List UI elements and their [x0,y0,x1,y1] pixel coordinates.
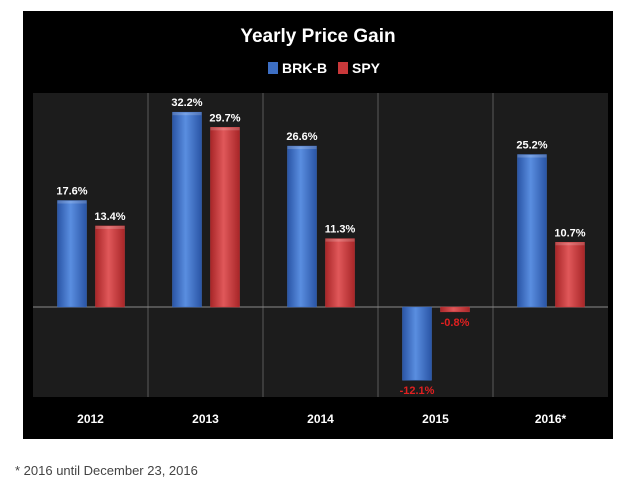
value-label-spy-2015: -0.8% [441,317,470,329]
value-label-spy-2012: 13.4% [94,211,125,223]
x-tick-label-2015: 2015 [422,412,449,426]
bar-brk-b-2015 [402,306,432,381]
category-dividers [147,93,494,397]
value-label-spy-2016*: 10.7% [554,227,585,239]
bar-brk-b-2014 [287,145,317,308]
bar-spy-2012 [95,225,125,308]
x-tick-label-2013: 2013 [192,412,219,426]
x-tick-label-2012: 2012 [77,412,104,426]
bar-cap [555,242,585,246]
bar-spy-2013 [210,127,240,308]
bar-spy-2015 [440,306,470,313]
bar-cap [325,238,355,242]
footnote: * 2016 until December 23, 2016 [15,463,198,478]
value-label-brk-b-2014: 26.6% [286,131,317,143]
bar-cap [517,154,547,158]
legend-swatch-spy [338,62,348,74]
plot-area [33,93,608,397]
value-labels: 17.6% 13.4% 32.2% 29.7% 26.6% 11.3% -12.1% -0.8… [56,97,585,397]
bar-brk-b-2012 [57,200,87,308]
legend-label-brk-b: BRK-B [282,60,327,76]
x-tick-label-2014: 2014 [307,412,334,426]
value-label-brk-b-2016*: 25.2% [516,140,547,152]
x-tick-label-2016*: 2016* [535,412,567,426]
bar-cap [210,127,240,131]
value-label-brk-b-2013: 32.2% [171,97,202,109]
bar-spy-2014 [325,238,355,308]
legend: BRK-B SPY [268,60,381,76]
bar-cap [172,112,202,116]
legend-label-spy: SPY [352,60,381,76]
chart-svg: Yearly Price Gain BRK-B SPY 17.6% 13.4% 32.… [33,26,608,426]
value-label-spy-2014: 11.3% [325,224,356,236]
legend-swatch-brk-b [268,62,278,74]
value-label-brk-b-2015: -12.1% [400,385,435,397]
x-axis-tick-labels: 2012 2013 2014 2015 2016* [77,412,566,426]
bar-cap [287,146,317,150]
chart-title: Yearly Price Gain [240,26,395,47]
bar-cap [95,225,125,229]
bar-brk-b-2013 [172,111,202,308]
bar-brk-b-2016* [517,154,547,308]
value-label-brk-b-2012: 17.6% [56,186,87,198]
chart-frame: Yearly Price Gain BRK-B SPY 17.6% 13.4% 32.… [23,11,613,439]
bar-cap [57,200,87,204]
bar-spy-2016* [555,242,585,308]
value-label-spy-2013: 29.7% [209,112,240,124]
bars [57,111,585,381]
